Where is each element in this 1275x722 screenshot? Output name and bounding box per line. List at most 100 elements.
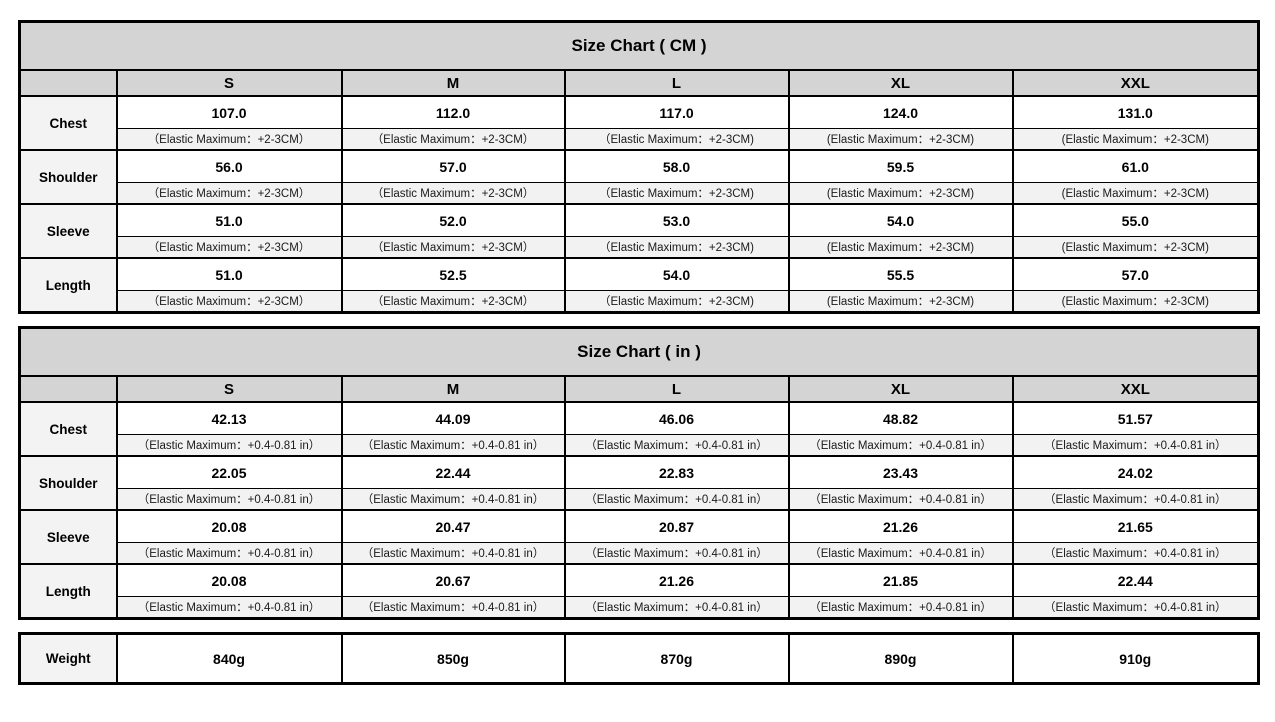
table-row: Weight 840g 850g 870g 890g 910g (18, 632, 1260, 685)
elastic-note-cell: （Elastic Maximum：+0.4-0.81 in） (115, 542, 343, 565)
elastic-note-cell: （Elastic Maximum：+2-3CM) (563, 182, 790, 205)
elastic-note-cell: （Elastic Maximum：+0.4-0.81 in） (787, 488, 1014, 511)
table-row: Shoulder 56.0 57.0 58.0 59.5 61.0 (18, 149, 1260, 205)
size-value-cell: 20.08 (115, 509, 343, 543)
size-value-cell: 59.5 (787, 149, 1014, 183)
elastic-note-cell: （Elastic Maximum：+0.4-0.81 in） (1011, 596, 1260, 620)
size-value-cell: 54.0 (787, 203, 1014, 237)
row-label-sleeve: Sleeve (18, 509, 118, 565)
size-value-cell: 51.57 (1011, 401, 1260, 435)
elastic-note-cell: (Elastic Maximum：+2-3CM) (787, 128, 1014, 151)
size-value-cell: 117.0 (563, 95, 790, 129)
elastic-note-cell: （Elastic Maximum：+2-3CM） (115, 290, 343, 314)
elastic-note-cell: （Elastic Maximum：+0.4-0.81 in） (1011, 488, 1260, 511)
size-chart-cm-title: Size Chart ( CM ) (18, 20, 1260, 71)
size-value-cell: 131.0 (1011, 95, 1260, 129)
size-column-header-l: L (563, 375, 790, 403)
size-value-cell: 20.87 (563, 509, 790, 543)
elastic-note-cell: (Elastic Maximum：+2-3CM) (1011, 236, 1260, 259)
elastic-note-cell: (Elastic Maximum：+2-3CM) (1011, 128, 1260, 151)
size-value-cell: 48.82 (787, 401, 1014, 435)
elastic-note-cell: （Elastic Maximum：+2-3CM） (340, 290, 566, 314)
size-value-cell: 22.44 (1011, 563, 1260, 597)
elastic-note-cell: （Elastic Maximum：+0.4-0.81 in） (1011, 542, 1260, 565)
elastic-note-cell: （Elastic Maximum：+2-3CM） (115, 236, 343, 259)
size-column-header-l: L (563, 69, 790, 97)
size-column-header-xl: XL (787, 69, 1014, 97)
size-chart-page: Size Chart ( CM ) S M L XL XXL Chest 107… (18, 20, 1261, 685)
elastic-note-cell: （Elastic Maximum：+2-3CM) (563, 236, 790, 259)
elastic-note-cell: (Elastic Maximum：+2-3CM) (787, 182, 1014, 205)
elastic-note-cell: （Elastic Maximum：+0.4-0.81 in） (563, 542, 790, 565)
elastic-note-cell: （Elastic Maximum：+0.4-0.81 in） (340, 542, 566, 565)
size-column-header-m: M (340, 375, 566, 403)
size-value-cell: 22.05 (115, 455, 343, 489)
elastic-note-cell: （Elastic Maximum：+0.4-0.81 in） (340, 596, 566, 620)
elastic-note-cell: （Elastic Maximum：+0.4-0.81 in） (787, 542, 1014, 565)
size-value-cell: 57.0 (340, 149, 566, 183)
size-value-cell: 42.13 (115, 401, 343, 435)
row-label-shoulder: Shoulder (18, 455, 118, 511)
corner-cell (18, 69, 118, 97)
table-row: （Elastic Maximum：+2-3CM） （Elastic Maximu… (20, 236, 1260, 259)
elastic-note-cell: （Elastic Maximum：+0.4-0.81 in） (115, 434, 343, 457)
size-value-cell: 44.09 (340, 401, 566, 435)
weight-value-cell: 910g (1011, 632, 1260, 685)
size-value-cell: 55.5 (787, 257, 1014, 291)
size-value-cell: 46.06 (563, 401, 790, 435)
elastic-note-cell: (Elastic Maximum：+2-3CM) (1011, 182, 1260, 205)
size-value-cell: 54.0 (563, 257, 790, 291)
table-row: Chest 42.13 44.09 46.06 48.82 51.57 (18, 401, 1260, 457)
elastic-note-cell: （Elastic Maximum：+0.4-0.81 in） (787, 434, 1014, 457)
size-value-cell: 21.26 (563, 563, 790, 597)
table-row: Sleeve 20.08 20.47 20.87 21.26 21.65 (18, 509, 1260, 565)
elastic-note-cell: （Elastic Maximum：+2-3CM） (340, 128, 566, 151)
size-value-cell: 24.02 (1011, 455, 1260, 489)
weight-value-cell: 850g (340, 632, 566, 685)
elastic-note-cell: (Elastic Maximum：+2-3CM) (787, 236, 1014, 259)
size-column-header-xxl: XXL (1011, 375, 1260, 403)
size-value-cell: 20.47 (340, 509, 566, 543)
weight-table: Weight 840g 850g 870g 890g 910g (18, 632, 1260, 685)
weight-value-cell: 890g (787, 632, 1014, 685)
table-row: （Elastic Maximum：+0.4-0.81 in） （Elastic … (20, 434, 1260, 457)
elastic-note-cell: （Elastic Maximum：+2-3CM) (563, 128, 790, 151)
size-value-cell: 21.26 (787, 509, 1014, 543)
table-row: Chest 107.0 112.0 117.0 124.0 131.0 (18, 95, 1260, 151)
table-row: Length 51.0 52.5 54.0 55.5 57.0 (18, 257, 1260, 314)
row-label-length: Length (18, 563, 118, 620)
size-value-cell: 56.0 (115, 149, 343, 183)
elastic-note-cell: （Elastic Maximum：+2-3CM） (340, 182, 566, 205)
size-value-cell: 112.0 (340, 95, 566, 129)
size-column-header-s: S (115, 375, 343, 403)
elastic-note-cell: （Elastic Maximum：+0.4-0.81 in） (340, 434, 566, 457)
weight-value-cell: 840g (115, 632, 343, 685)
elastic-note-cell: （Elastic Maximum：+0.4-0.81 in） (115, 596, 343, 620)
weight-value-cell: 870g (563, 632, 790, 685)
size-value-cell: 107.0 (115, 95, 343, 129)
table-row: （Elastic Maximum：+0.4-0.81 in） （Elastic … (20, 488, 1260, 511)
size-column-header-s: S (115, 69, 343, 97)
elastic-note-cell: （Elastic Maximum：+0.4-0.81 in） (340, 488, 566, 511)
size-chart-in-table: Size Chart ( in ) S M L XL XXL Chest 42.… (18, 326, 1261, 620)
size-value-cell: 58.0 (563, 149, 790, 183)
corner-cell (18, 375, 118, 403)
size-value-cell: 22.83 (563, 455, 790, 489)
elastic-note-cell: （Elastic Maximum：+0.4-0.81 in） (563, 488, 790, 511)
elastic-note-cell: （Elastic Maximum：+2-3CM） (115, 128, 343, 151)
size-value-cell: 20.08 (115, 563, 343, 597)
size-chart-in-title: Size Chart ( in ) (18, 326, 1260, 377)
size-value-cell: 55.0 (1011, 203, 1260, 237)
elastic-note-cell: （Elastic Maximum：+0.4-0.81 in） (1011, 434, 1260, 457)
size-column-header-xxl: XXL (1011, 69, 1260, 97)
size-column-header-m: M (340, 69, 566, 97)
size-value-cell: 21.85 (787, 563, 1014, 597)
size-column-header-xl: XL (787, 375, 1014, 403)
elastic-note-cell: （Elastic Maximum：+2-3CM） (340, 236, 566, 259)
size-value-cell: 22.44 (340, 455, 566, 489)
size-value-cell: 57.0 (1011, 257, 1260, 291)
table-row: （Elastic Maximum：+0.4-0.81 in） （Elastic … (20, 596, 1260, 620)
size-value-cell: 52.5 (340, 257, 566, 291)
row-label-length: Length (18, 257, 118, 314)
elastic-note-cell: (Elastic Maximum：+2-3CM) (1011, 290, 1260, 314)
